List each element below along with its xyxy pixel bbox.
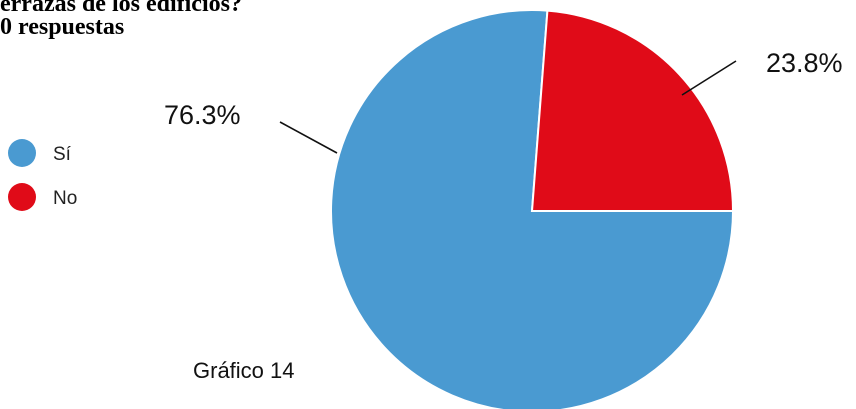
- legend-label-no: No: [53, 188, 77, 209]
- pie-slice-no: [530, 9, 735, 212]
- chart-title: errazas de los edificios? 0 respuestas: [0, 0, 242, 39]
- legend-swatch-no: [8, 183, 36, 211]
- title-line-1: errazas de los edificios?: [0, 0, 242, 17]
- legend-swatch-si: [8, 139, 36, 167]
- data-label-no: 23.8%: [766, 48, 843, 78]
- leader-line-si: [279, 121, 338, 154]
- data-label-si: 76.3%: [164, 100, 241, 130]
- legend: Sí No: [8, 139, 77, 211]
- legend-label-si: Sí: [53, 144, 72, 165]
- leader-line-no: [681, 60, 737, 96]
- title-line-2: 0 respuestas: [0, 14, 125, 40]
- chart-caption: Gráfico 14: [193, 358, 295, 383]
- pie-slices: [330, 9, 735, 409]
